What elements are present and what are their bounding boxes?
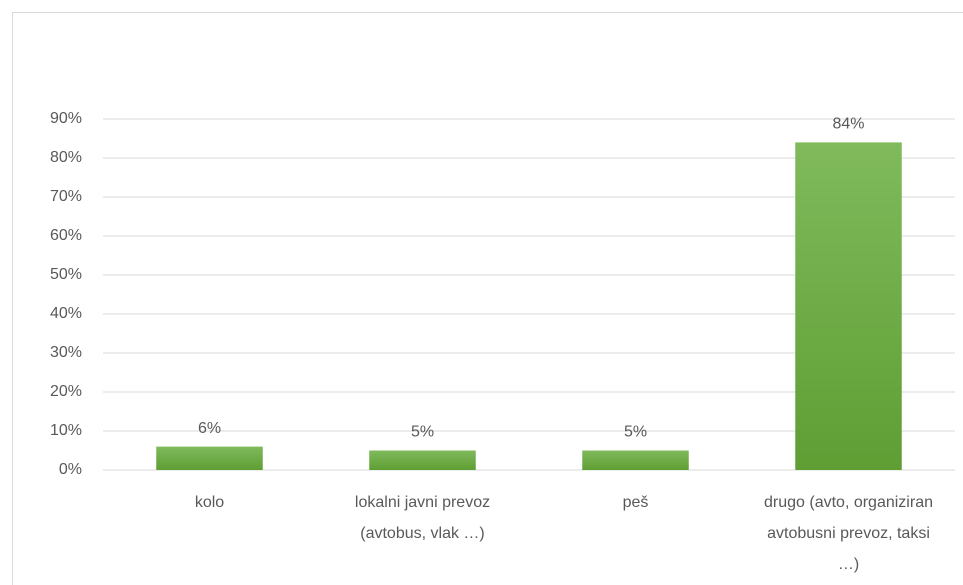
- y-tick-label: 60%: [50, 227, 82, 244]
- value-label: 5%: [624, 424, 647, 441]
- value-label: 84%: [832, 116, 864, 133]
- value-label: 5%: [411, 424, 434, 441]
- y-tick-label: 50%: [50, 266, 82, 283]
- y-tick-label: 80%: [50, 149, 82, 166]
- bar: [582, 450, 689, 470]
- y-tick-label: 70%: [50, 188, 82, 205]
- x-tick-label: peš: [622, 494, 649, 511]
- bar: [156, 446, 263, 470]
- value-label: 6%: [198, 420, 221, 437]
- y-tick-label: 40%: [50, 305, 82, 322]
- x-tick-label: lokalni javni prevoz (avtobus, vlak …): [354, 494, 491, 542]
- bar: [369, 450, 476, 470]
- y-tick-label: 30%: [50, 344, 82, 361]
- y-tick-label: 90%: [50, 110, 82, 127]
- y-tick-label: 10%: [50, 422, 82, 439]
- bar: [795, 142, 902, 470]
- y-tick-label: 0%: [59, 461, 82, 478]
- y-tick-label: 20%: [50, 383, 82, 400]
- x-tick-label: drugo (avto, organiziran avtobusni prevo…: [764, 494, 933, 573]
- chart-border: [12, 12, 963, 585]
- x-tick-label: kolo: [194, 494, 225, 511]
